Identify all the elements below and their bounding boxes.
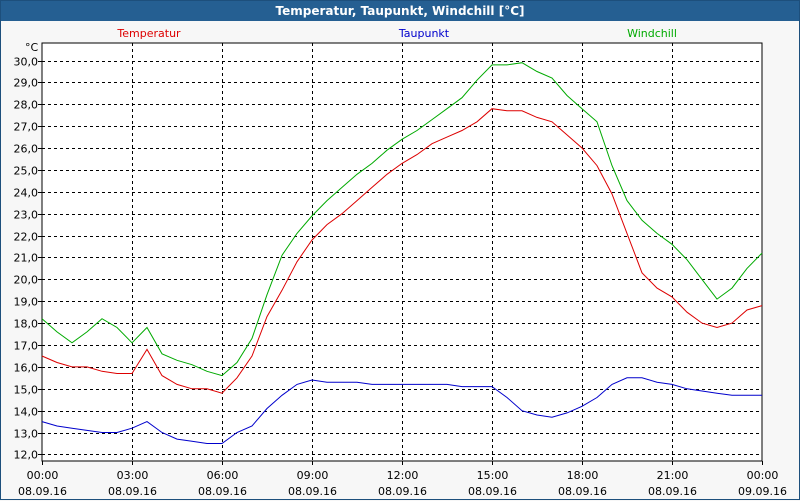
- x-tick-date-label: 09.09.16: [738, 485, 787, 498]
- x-tick-time-label: 09:00: [297, 469, 329, 482]
- y-tick-label: 24,0: [14, 187, 39, 200]
- y-tick-label: 20,0: [14, 274, 39, 287]
- legend-windchill: Windchill: [627, 27, 677, 40]
- series-line-temperatur: [41, 108, 763, 394]
- legend-temperatur: Temperatur: [116, 27, 181, 40]
- x-tick-time-label: 12:00: [387, 469, 419, 482]
- y-tick-label: 12,0: [14, 449, 39, 462]
- x-tick-time-label: 03:00: [117, 469, 149, 482]
- x-tick-time-label: 18:00: [567, 469, 599, 482]
- x-tick-date-label: 08.09.16: [198, 485, 247, 498]
- y-tick-label: 19,0: [14, 296, 39, 309]
- x-tick-date-label: 08.09.16: [108, 485, 157, 498]
- y-tick-label: 16,0: [14, 362, 39, 375]
- y-axis-label: °C: [25, 41, 39, 54]
- y-tick-label: 15,0: [14, 384, 39, 397]
- x-tick-date-label: 08.09.16: [468, 485, 517, 498]
- x-tick-date-label: 08.09.16: [558, 485, 607, 498]
- y-tick-label: 23,0: [14, 209, 39, 222]
- x-tick-date-label: 08.09.16: [288, 485, 337, 498]
- legend-taupunkt: Taupunkt: [398, 27, 450, 40]
- x-tick-time-label: 15:00: [477, 469, 509, 482]
- y-tick-label: 13,0: [14, 428, 39, 441]
- y-tick-label: 29,0: [14, 77, 39, 90]
- y-tick-label: 21,0: [14, 252, 39, 265]
- y-tick-label: 22,0: [14, 231, 39, 244]
- x-tick-time-label: 00:00: [27, 469, 59, 482]
- y-tick-label: 28,0: [14, 99, 39, 112]
- x-tick-time-label: 06:00: [207, 469, 239, 482]
- y-tick-label: 25,0: [14, 165, 39, 178]
- y-tick-label: 26,0: [14, 143, 39, 156]
- y-tick-label: 17,0: [14, 340, 39, 353]
- x-tick-date-label: 08.09.16: [18, 485, 67, 498]
- series-line-taupunkt: [41, 377, 762, 444]
- x-tick-date-label: 08.09.16: [648, 485, 697, 498]
- series-line-windchill: [41, 62, 763, 377]
- x-tick-time-label: 21:00: [657, 469, 689, 482]
- y-tick-label: 30,0: [14, 56, 39, 69]
- window-title: Temperatur, Taupunkt, Windchill [°C]: [1, 1, 799, 21]
- y-tick-label: 27,0: [14, 121, 39, 134]
- x-tick-time-label: 00:00: [747, 469, 779, 482]
- x-tick-date-label: 08.09.16: [378, 485, 427, 498]
- y-tick-label: 18,0: [14, 318, 39, 331]
- y-tick-label: 14,0: [14, 406, 39, 419]
